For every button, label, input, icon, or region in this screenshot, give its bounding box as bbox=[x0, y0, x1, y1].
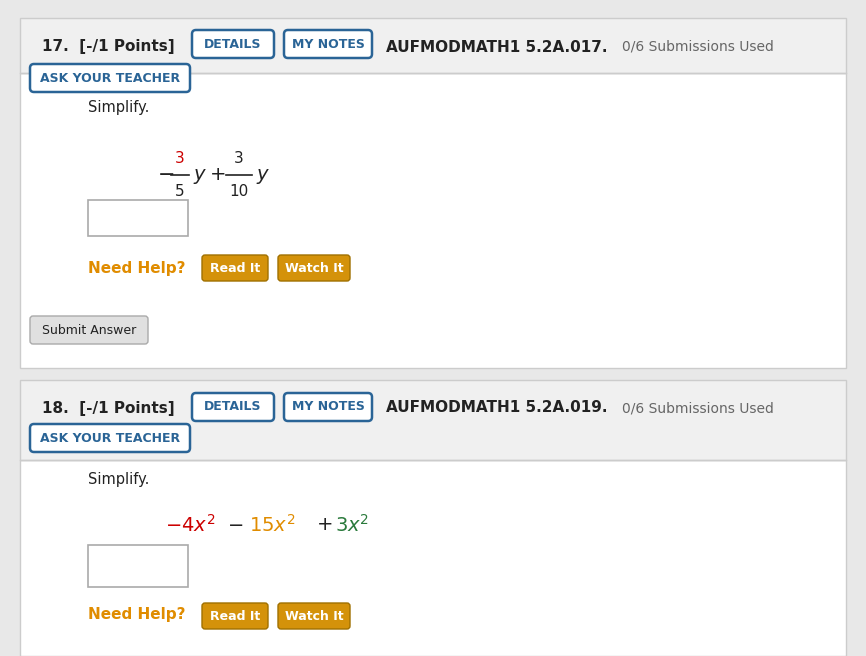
Text: −: − bbox=[228, 516, 244, 535]
Text: 10: 10 bbox=[229, 184, 249, 199]
Text: Submit Answer: Submit Answer bbox=[42, 323, 136, 337]
Text: Watch It: Watch It bbox=[285, 262, 343, 274]
Text: $-4x^2$: $-4x^2$ bbox=[165, 514, 216, 536]
Text: ASK YOUR TEACHER: ASK YOUR TEACHER bbox=[40, 72, 180, 85]
Text: −: − bbox=[158, 165, 176, 185]
Text: Simplify.: Simplify. bbox=[88, 472, 149, 487]
Text: Simplify.: Simplify. bbox=[88, 100, 149, 115]
Bar bbox=[88, 200, 188, 236]
Bar bbox=[20, 380, 846, 460]
Text: DETAILS: DETAILS bbox=[204, 401, 262, 413]
Text: MY NOTES: MY NOTES bbox=[292, 37, 365, 51]
FancyBboxPatch shape bbox=[202, 603, 268, 629]
Text: MY NOTES: MY NOTES bbox=[292, 401, 365, 413]
FancyBboxPatch shape bbox=[30, 316, 148, 344]
FancyBboxPatch shape bbox=[30, 424, 190, 452]
Text: Need Help?: Need Help? bbox=[88, 260, 185, 276]
Text: Read It: Read It bbox=[210, 262, 260, 274]
FancyBboxPatch shape bbox=[192, 30, 274, 58]
Text: y: y bbox=[256, 165, 268, 184]
Text: 5: 5 bbox=[175, 184, 184, 199]
Text: ASK YOUR TEACHER: ASK YOUR TEACHER bbox=[40, 432, 180, 445]
FancyBboxPatch shape bbox=[284, 393, 372, 421]
FancyBboxPatch shape bbox=[278, 255, 350, 281]
Text: 3: 3 bbox=[175, 151, 184, 166]
Text: 0/6 Submissions Used: 0/6 Submissions Used bbox=[622, 40, 774, 54]
FancyBboxPatch shape bbox=[284, 30, 372, 58]
Bar bbox=[20, 73, 846, 368]
Text: y: y bbox=[193, 165, 204, 184]
Text: +: + bbox=[317, 516, 333, 535]
Text: 0/6 Submissions Used: 0/6 Submissions Used bbox=[622, 401, 774, 415]
Bar bbox=[20, 18, 846, 73]
FancyBboxPatch shape bbox=[30, 64, 190, 92]
Text: 18.  [-/1 Points]: 18. [-/1 Points] bbox=[42, 401, 175, 415]
FancyBboxPatch shape bbox=[202, 255, 268, 281]
Bar bbox=[20, 460, 846, 656]
Text: +: + bbox=[210, 165, 227, 184]
Text: Need Help?: Need Help? bbox=[88, 607, 185, 623]
Text: DETAILS: DETAILS bbox=[204, 37, 262, 51]
Text: $15x^2$: $15x^2$ bbox=[249, 514, 295, 536]
Bar bbox=[88, 545, 188, 587]
Text: AUFMODMATH1 5.2A.019.: AUFMODMATH1 5.2A.019. bbox=[386, 401, 608, 415]
Text: 3: 3 bbox=[234, 151, 244, 166]
FancyBboxPatch shape bbox=[278, 603, 350, 629]
Text: AUFMODMATH1 5.2A.017.: AUFMODMATH1 5.2A.017. bbox=[386, 39, 608, 54]
Text: Watch It: Watch It bbox=[285, 609, 343, 623]
FancyBboxPatch shape bbox=[192, 393, 274, 421]
Text: $3x^2$: $3x^2$ bbox=[335, 514, 369, 536]
Text: 17.  [-/1 Points]: 17. [-/1 Points] bbox=[42, 39, 175, 54]
Text: Read It: Read It bbox=[210, 609, 260, 623]
